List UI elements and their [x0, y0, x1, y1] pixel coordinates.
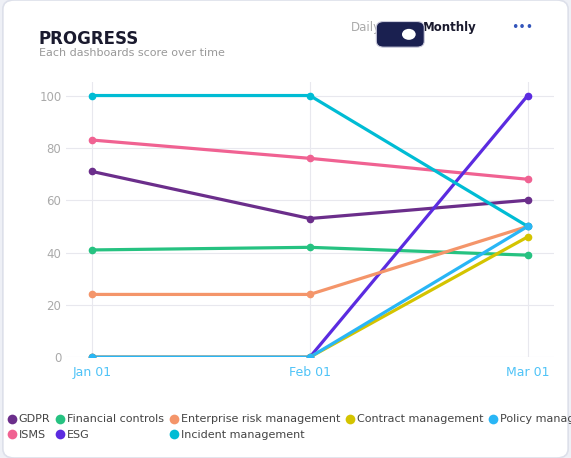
Text: Each dashboards score over time: Each dashboards score over time	[39, 48, 225, 58]
Text: PROGRESS: PROGRESS	[39, 30, 139, 48]
Legend: GDPR, ISMS, Financial controls, ESG, Enterprise risk management, Incident manage: GDPR, ISMS, Financial controls, ESG, Ent…	[7, 412, 571, 442]
FancyBboxPatch shape	[376, 22, 424, 47]
Text: Monthly: Monthly	[423, 21, 476, 34]
Text: Daily: Daily	[351, 21, 381, 34]
Text: •••: •••	[511, 21, 533, 34]
Circle shape	[402, 29, 416, 40]
